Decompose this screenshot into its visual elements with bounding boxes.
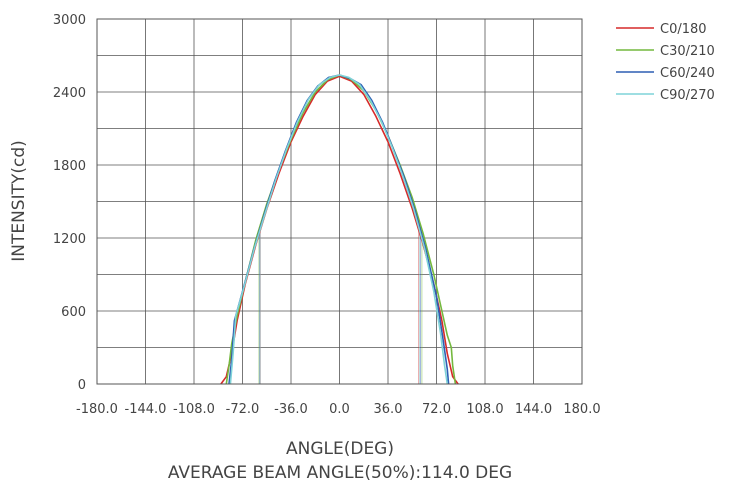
series-line-C90-270 <box>229 74 449 385</box>
legend-label: C0/180 <box>660 22 707 37</box>
y-tick-label: 1800 <box>53 159 86 174</box>
y-axis-title: INTENSITY(cd) <box>9 140 29 262</box>
y-tick-label: 600 <box>61 305 86 320</box>
legend: C0/180 C30/210 C60/240 C90/270 <box>616 22 715 103</box>
y-tick-label: 1200 <box>53 232 86 247</box>
x-tick-label: 144.0 <box>515 402 552 417</box>
y-tick-labels: 0 600 1200 1800 2400 3000 <box>53 13 86 393</box>
y-tick-label: 2400 <box>53 86 86 101</box>
x-tick-label: -180.0 <box>76 402 118 417</box>
x-tick-label: 180.0 <box>563 402 600 417</box>
x-tick-label: -72.0 <box>226 402 260 417</box>
beam-verticals <box>258 229 423 384</box>
beam-angle-caption: AVERAGE BEAM ANGLE(50%):114.0 DEG <box>168 463 512 483</box>
legend-label: C60/240 <box>660 66 715 81</box>
x-tick-label: -144.0 <box>125 402 167 417</box>
y-tick-label: 3000 <box>53 13 86 28</box>
series-line-C60-240 <box>228 74 450 385</box>
x-tick-label: 72.0 <box>422 402 451 417</box>
x-tick-label: 108.0 <box>466 402 503 417</box>
series-lines <box>220 74 459 385</box>
x-tick-label: 36.0 <box>374 402 403 417</box>
x-tick-labels: -180.0 -144.0 -108.0 -72.0 -36.0 0.0 36.0 72.0 1… <box>76 402 601 417</box>
legend-label: C30/210 <box>660 44 715 59</box>
x-tick-label: 0.0 <box>329 402 350 417</box>
grid <box>97 19 582 384</box>
plot-frame <box>96 18 583 385</box>
x-tick-label: -36.0 <box>274 402 308 417</box>
x-axis-title: ANGLE(DEG) <box>286 439 394 459</box>
y-tick-label: 0 <box>78 378 86 393</box>
legend-label: C90/270 <box>660 88 715 103</box>
x-tick-label: -108.0 <box>173 402 215 417</box>
